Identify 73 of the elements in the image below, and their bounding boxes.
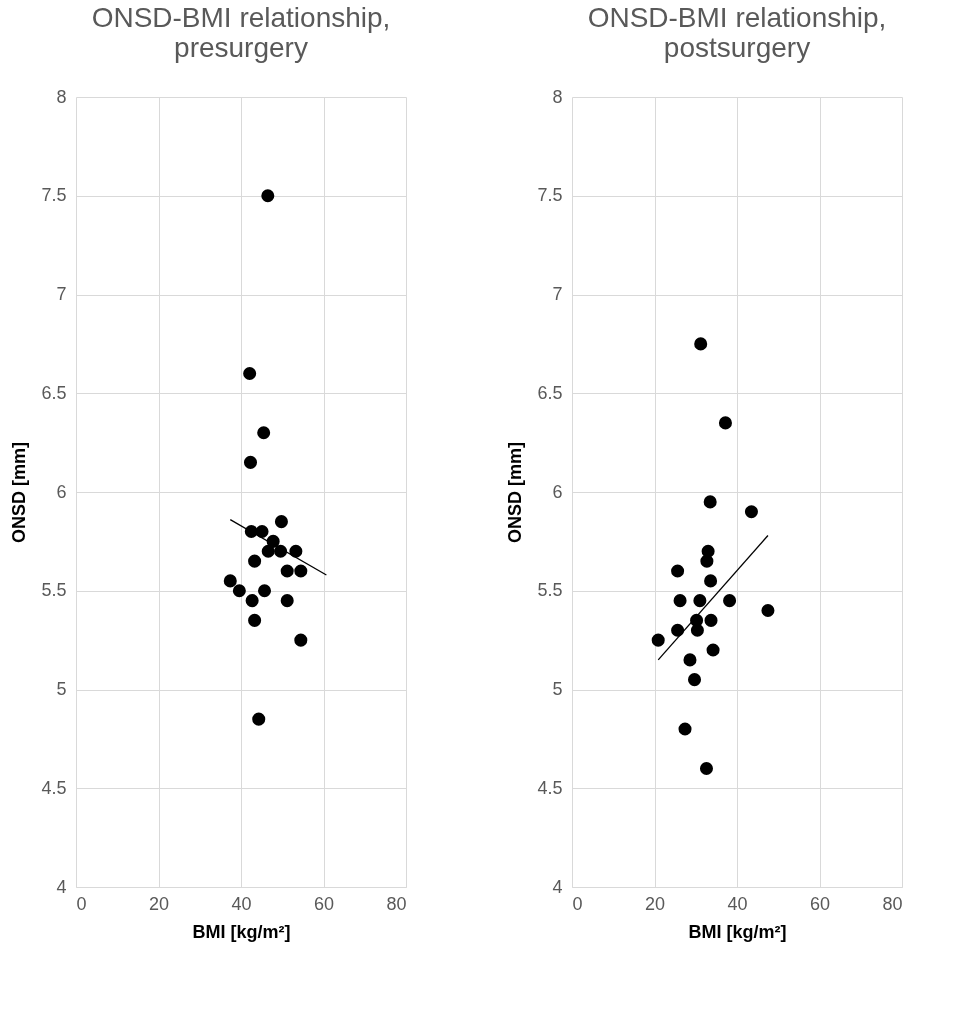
point xyxy=(248,613,262,627)
point xyxy=(294,564,308,578)
point xyxy=(294,633,308,647)
point xyxy=(706,643,720,657)
point xyxy=(761,603,775,618)
point xyxy=(723,594,737,608)
y-tick-label: 7 xyxy=(56,284,67,304)
point xyxy=(718,416,732,430)
x-tick-label: 20 xyxy=(148,893,170,914)
point xyxy=(257,426,271,440)
y-tick-label: 8 xyxy=(552,86,563,107)
point xyxy=(703,495,717,509)
x-tick-label: 0 xyxy=(572,893,583,914)
y-axis-title: ONSD [mm] xyxy=(9,441,30,544)
point xyxy=(690,623,704,637)
chart-title: ONSD-BMI relationship, postsurgery xyxy=(587,2,887,63)
x-tick-label: 20 xyxy=(644,893,666,914)
point xyxy=(671,623,685,637)
point xyxy=(261,544,275,558)
y-tick-label: 7.5 xyxy=(537,185,563,206)
point xyxy=(671,564,685,578)
point xyxy=(694,337,708,351)
point xyxy=(704,613,718,627)
point xyxy=(280,564,294,578)
point xyxy=(252,712,266,726)
x-tick-label: 60 xyxy=(313,893,335,914)
point xyxy=(257,584,272,598)
y-tick-label: 6.5 xyxy=(537,382,563,403)
x-tick-label: 40 xyxy=(727,893,748,914)
y-tick-label: 7 xyxy=(552,284,563,304)
point xyxy=(255,524,269,539)
y-tick-label: 5.5 xyxy=(41,580,67,601)
y-tick-label: 5.5 xyxy=(537,580,563,601)
point xyxy=(673,594,687,608)
y-tick-label: 5 xyxy=(56,679,67,699)
point xyxy=(693,594,707,608)
point xyxy=(678,722,692,736)
point xyxy=(280,594,294,608)
point xyxy=(700,554,714,568)
y-tick-label: 8 xyxy=(56,86,67,107)
point xyxy=(245,594,259,608)
point xyxy=(232,584,246,598)
y-tick-label: 4.5 xyxy=(537,777,563,798)
x-axis-title: BMI [kg/m²] xyxy=(192,921,291,942)
chart-title: ONSD-BMI relationship, presurgery xyxy=(91,2,391,63)
point xyxy=(289,544,303,558)
point xyxy=(243,455,258,469)
point xyxy=(223,574,237,588)
x-tick-label: 60 xyxy=(809,893,831,914)
y-tick-label: 5 xyxy=(552,679,563,699)
y-axis-title: ONSD [mm] xyxy=(505,441,526,544)
point xyxy=(243,366,257,381)
y-tick-label: 7.5 xyxy=(41,185,67,206)
x-tick-label: 0 xyxy=(76,893,87,914)
y-tick-label: 6.5 xyxy=(41,382,67,403)
y-tick-label: 6 xyxy=(56,481,67,502)
point xyxy=(651,633,665,647)
y-tick-label: 4.5 xyxy=(41,777,67,798)
point xyxy=(274,515,288,529)
point xyxy=(261,189,275,203)
x-tick-label: 40 xyxy=(231,893,252,914)
x-axis-title: BMI [kg/m²] xyxy=(688,921,787,942)
point xyxy=(248,554,262,568)
x-tick-label: 80 xyxy=(386,893,407,914)
point xyxy=(699,761,713,776)
y-tick-label: 6 xyxy=(552,481,563,502)
point xyxy=(744,505,758,519)
y-tick-label: 4 xyxy=(552,876,563,897)
y-tick-label: 4 xyxy=(56,876,67,897)
point xyxy=(687,673,702,687)
point xyxy=(704,574,718,588)
point xyxy=(683,653,697,667)
x-tick-label: 80 xyxy=(882,893,903,914)
